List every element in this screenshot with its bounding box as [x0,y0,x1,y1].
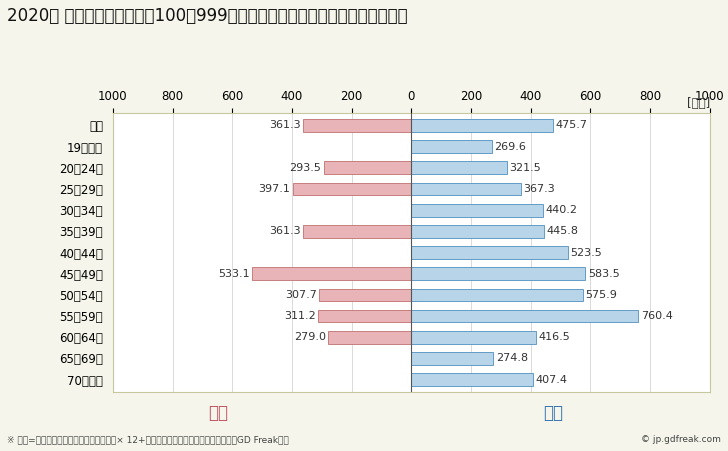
Bar [304,119,411,132]
Text: 男性: 男性 [543,404,563,422]
Bar [304,225,411,238]
Text: 274.8: 274.8 [496,354,528,364]
Bar [252,267,411,280]
Text: 523.5: 523.5 [570,248,602,258]
Text: 361.3: 361.3 [269,120,301,130]
Text: 407.4: 407.4 [535,375,567,385]
Text: 311.2: 311.2 [285,311,316,321]
Bar [411,161,507,174]
Text: 女性: 女性 [208,404,229,422]
Bar [411,267,585,280]
Bar [411,246,568,259]
Text: 575.9: 575.9 [585,290,617,300]
Text: 440.2: 440.2 [545,205,577,215]
Text: [万円]: [万円] [687,97,710,110]
Text: 445.8: 445.8 [547,226,579,236]
Text: 321.5: 321.5 [510,163,542,173]
Text: 367.3: 367.3 [523,184,555,194]
Text: 361.3: 361.3 [269,226,301,236]
Bar [411,140,492,153]
Bar [411,119,553,132]
Bar [324,161,411,174]
Bar [318,310,411,322]
Text: 2020年 民間企業（従業者数100～999人）フルタイム労働者の男女別平均年収: 2020年 民間企業（従業者数100～999人）フルタイム労働者の男女別平均年収 [7,7,408,25]
Bar [411,352,494,365]
Text: 293.5: 293.5 [290,163,321,173]
Bar [411,183,521,195]
Text: ※ 年収=「きまって支給する現金給与額」× 12+「年間賞与その他特別給与額」としてGD Freak推計: ※ 年収=「きまって支給する現金給与額」× 12+「年間賞与その他特別給与額」と… [7,435,289,444]
Text: 269.6: 269.6 [494,142,526,152]
Text: © jp.gdfreak.com: © jp.gdfreak.com [641,435,721,444]
Text: 475.7: 475.7 [555,120,587,130]
Bar [411,331,536,344]
Text: 583.5: 583.5 [588,269,620,279]
Bar [411,310,638,322]
Text: 279.0: 279.0 [293,332,325,342]
Bar [411,289,583,301]
Text: 397.1: 397.1 [258,184,290,194]
Bar [320,289,411,301]
Text: 307.7: 307.7 [285,290,317,300]
Text: 416.5: 416.5 [538,332,570,342]
Bar [411,373,533,386]
Bar [411,225,545,238]
Bar [293,183,411,195]
Text: 760.4: 760.4 [641,311,673,321]
Bar [411,204,542,216]
Bar [328,331,411,344]
Text: 533.1: 533.1 [218,269,250,279]
